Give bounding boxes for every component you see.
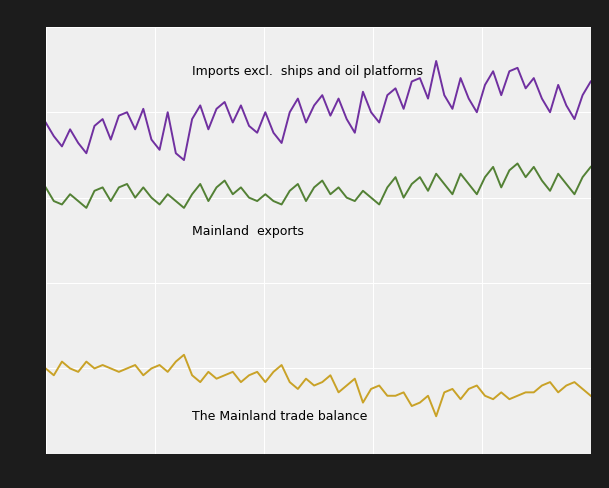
Text: Imports excl.  ships and oil platforms: Imports excl. ships and oil platforms [192, 65, 423, 78]
Text: Mainland  exports: Mainland exports [192, 225, 304, 238]
Text: The Mainland trade balance: The Mainland trade balance [192, 410, 367, 423]
